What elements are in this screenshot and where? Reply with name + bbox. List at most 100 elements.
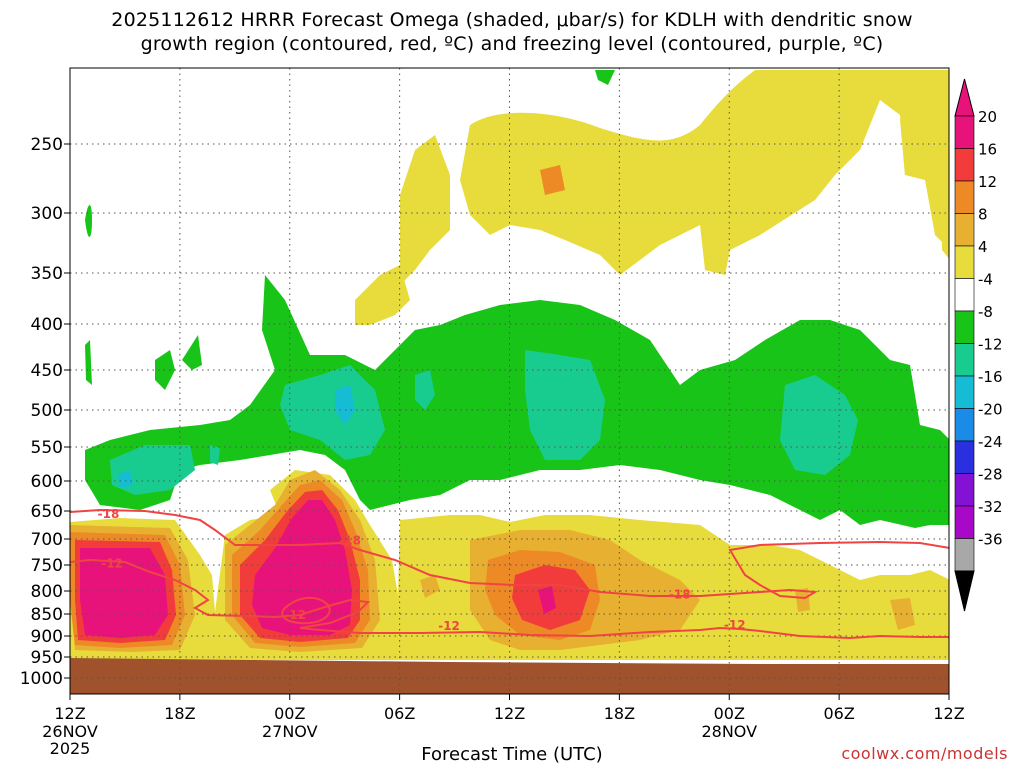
colorbar-label: -16	[978, 368, 1003, 386]
y-tick-label: 700	[31, 530, 63, 550]
shaded-fields	[70, 70, 949, 694]
colorbar-top-arrow	[954, 78, 975, 117]
colorbar-label: 8	[978, 206, 988, 224]
x-tick-date: 27NOV	[262, 722, 318, 741]
colorbar-segment	[954, 278, 975, 312]
contour-label: -12	[438, 619, 460, 633]
low-ascent-core	[420, 575, 440, 598]
colorbar-segment	[954, 245, 975, 279]
mid-descent-core	[525, 350, 605, 460]
y-tick-label: 400	[31, 315, 63, 335]
colorbar-label: -12	[978, 336, 1003, 354]
y-tick-label: 600	[31, 472, 63, 492]
contour-minus12	[70, 558, 949, 640]
temperature-contours	[70, 508, 949, 640]
mid-descent-core	[210, 445, 220, 465]
y-tick-label: 250	[31, 135, 63, 155]
mid-descent-strong	[118, 470, 133, 488]
colorbar-label: 20	[978, 108, 997, 126]
colorbar-label: 16	[978, 141, 997, 159]
upper-ascent-region	[940, 111, 949, 259]
colorbar-label: -32	[978, 498, 1003, 516]
contour-label: -18	[98, 507, 120, 521]
colorbar-label: -4	[978, 271, 993, 289]
x-tick-label: 06Z	[823, 704, 854, 723]
x-tick-label: 12Z	[494, 704, 525, 723]
colorbar-bottom-arrow	[954, 570, 975, 612]
contour-label: -12	[101, 556, 123, 570]
low-ascent-core	[890, 598, 915, 630]
y-tick-label: 500	[31, 401, 63, 421]
low-ascent-max	[538, 586, 556, 614]
mid-descent-region	[85, 275, 949, 528]
y-tick-label: 1000	[20, 669, 63, 689]
x-tick-label: 12Z	[933, 704, 964, 723]
x-tick-year: 2025	[50, 739, 91, 758]
colorbar-label: -28	[978, 466, 1003, 484]
colorbar-segment	[954, 180, 975, 214]
y-tick-label: 900	[31, 627, 63, 647]
contour-label: -18	[339, 534, 361, 548]
y-tick-label: 850	[31, 605, 63, 625]
colorbar-segment	[954, 375, 975, 409]
y-tick-label: 650	[31, 502, 63, 522]
x-tick-label: 12Z	[54, 704, 85, 723]
colorbar-segment	[954, 310, 975, 344]
mid-descent-core	[780, 375, 858, 475]
x-tick-date: 26NOV	[42, 722, 98, 741]
site-credit: coolwx.com/models	[841, 744, 1008, 763]
y-axis: 2503003504004505005506006507007508008509…	[20, 135, 70, 689]
colorbar-segment	[954, 473, 975, 507]
y-tick-label: 300	[31, 204, 63, 224]
x-tick-label: 06Z	[384, 704, 415, 723]
mid-descent-strong	[335, 385, 355, 425]
colorbar-label: -8	[978, 303, 993, 321]
mid-descent-region	[85, 205, 92, 237]
colorbar-label: -36	[978, 531, 1003, 549]
colorbar-label: -24	[978, 433, 1003, 451]
colorbar-segment	[954, 213, 975, 247]
contour-label: -12	[284, 608, 306, 622]
colorbar-segment	[954, 115, 975, 149]
y-tick-label: 550	[31, 438, 63, 458]
contour-minus18	[70, 508, 949, 600]
y-tick-label: 950	[31, 648, 63, 668]
colorbar-label: 12	[978, 173, 997, 191]
y-tick-label: 750	[31, 556, 63, 576]
colorbar-label: 4	[978, 238, 988, 256]
omega-colorbar: 20 16 12 8 4 -4 -8 -12 -16 -20 -24 -28 -32 -36	[954, 78, 1003, 612]
contour-label: -12	[724, 618, 746, 632]
chart-title-line2: growth region (contoured, red, ºC) and f…	[140, 33, 884, 55]
colorbar-segment	[954, 408, 975, 442]
upper-ascent-region	[900, 79, 924, 175]
upper-ascent-region	[400, 135, 450, 285]
upper-ascent-region	[355, 265, 410, 325]
upper-ascent-core	[540, 165, 565, 195]
mid-descent-region	[595, 70, 615, 85]
mid-descent-region	[85, 340, 92, 385]
colorbar-segment	[954, 538, 975, 572]
x-axis-label: Forecast Time (UTC)	[421, 744, 603, 765]
mid-descent-core	[280, 365, 385, 460]
low-ascent-core	[795, 588, 810, 612]
colorbar-segment	[954, 343, 975, 377]
y-tick-label: 800	[31, 582, 63, 602]
x-tick-label: 00Z	[274, 704, 305, 723]
upper-ascent-region	[460, 70, 949, 275]
low-ascent-max	[252, 500, 352, 635]
contour-labels: -18 -12 -18 -12 -12 -18 -12	[98, 507, 746, 633]
mid-descent-core	[415, 370, 435, 410]
y-tick-label: 350	[31, 264, 63, 284]
colorbar-segment	[954, 440, 975, 474]
x-tick-date: 28NOV	[701, 722, 757, 741]
colorbar-label: -20	[978, 401, 1003, 419]
colorbar-segment	[954, 148, 975, 182]
y-tick-label: 450	[31, 361, 63, 381]
x-tick-label: 18Z	[164, 704, 195, 723]
x-tick-label: 18Z	[604, 704, 635, 723]
contour-minus12-loop	[281, 596, 331, 625]
x-tick-label: 00Z	[714, 704, 745, 723]
mid-descent-region	[182, 335, 202, 370]
